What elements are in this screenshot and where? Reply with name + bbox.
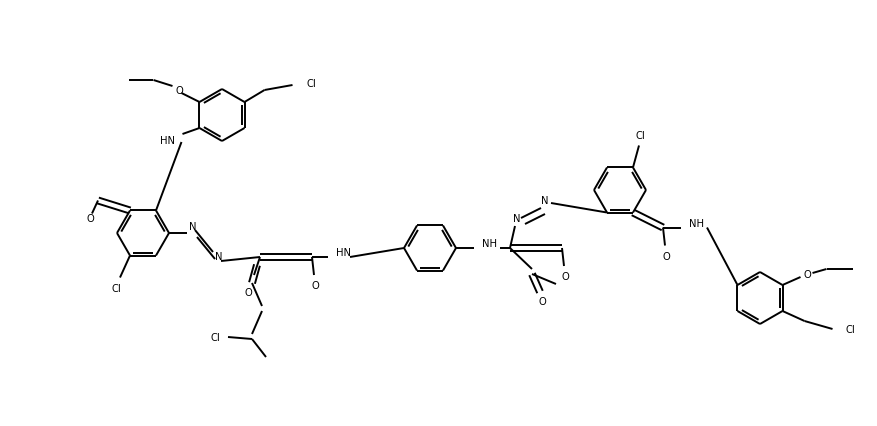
Text: NH: NH <box>689 219 704 228</box>
Text: N: N <box>215 252 223 262</box>
Text: Cl: Cl <box>307 79 317 89</box>
Text: O: O <box>86 214 94 225</box>
Text: Cl: Cl <box>845 325 855 335</box>
Text: O: O <box>538 297 545 307</box>
Text: O: O <box>311 281 319 291</box>
Text: Cl: Cl <box>111 284 121 294</box>
Text: NH: NH <box>482 239 497 249</box>
Text: HN: HN <box>336 248 351 258</box>
Text: O: O <box>175 86 183 96</box>
Text: O: O <box>803 270 811 280</box>
Text: N: N <box>189 222 196 232</box>
Text: O: O <box>561 272 569 282</box>
Text: O: O <box>244 288 252 298</box>
Text: N: N <box>541 196 549 206</box>
Text: HN: HN <box>160 136 175 146</box>
Text: Cl: Cl <box>210 333 220 343</box>
Text: O: O <box>662 251 670 262</box>
Text: N: N <box>513 214 521 224</box>
Text: Cl: Cl <box>635 132 645 141</box>
